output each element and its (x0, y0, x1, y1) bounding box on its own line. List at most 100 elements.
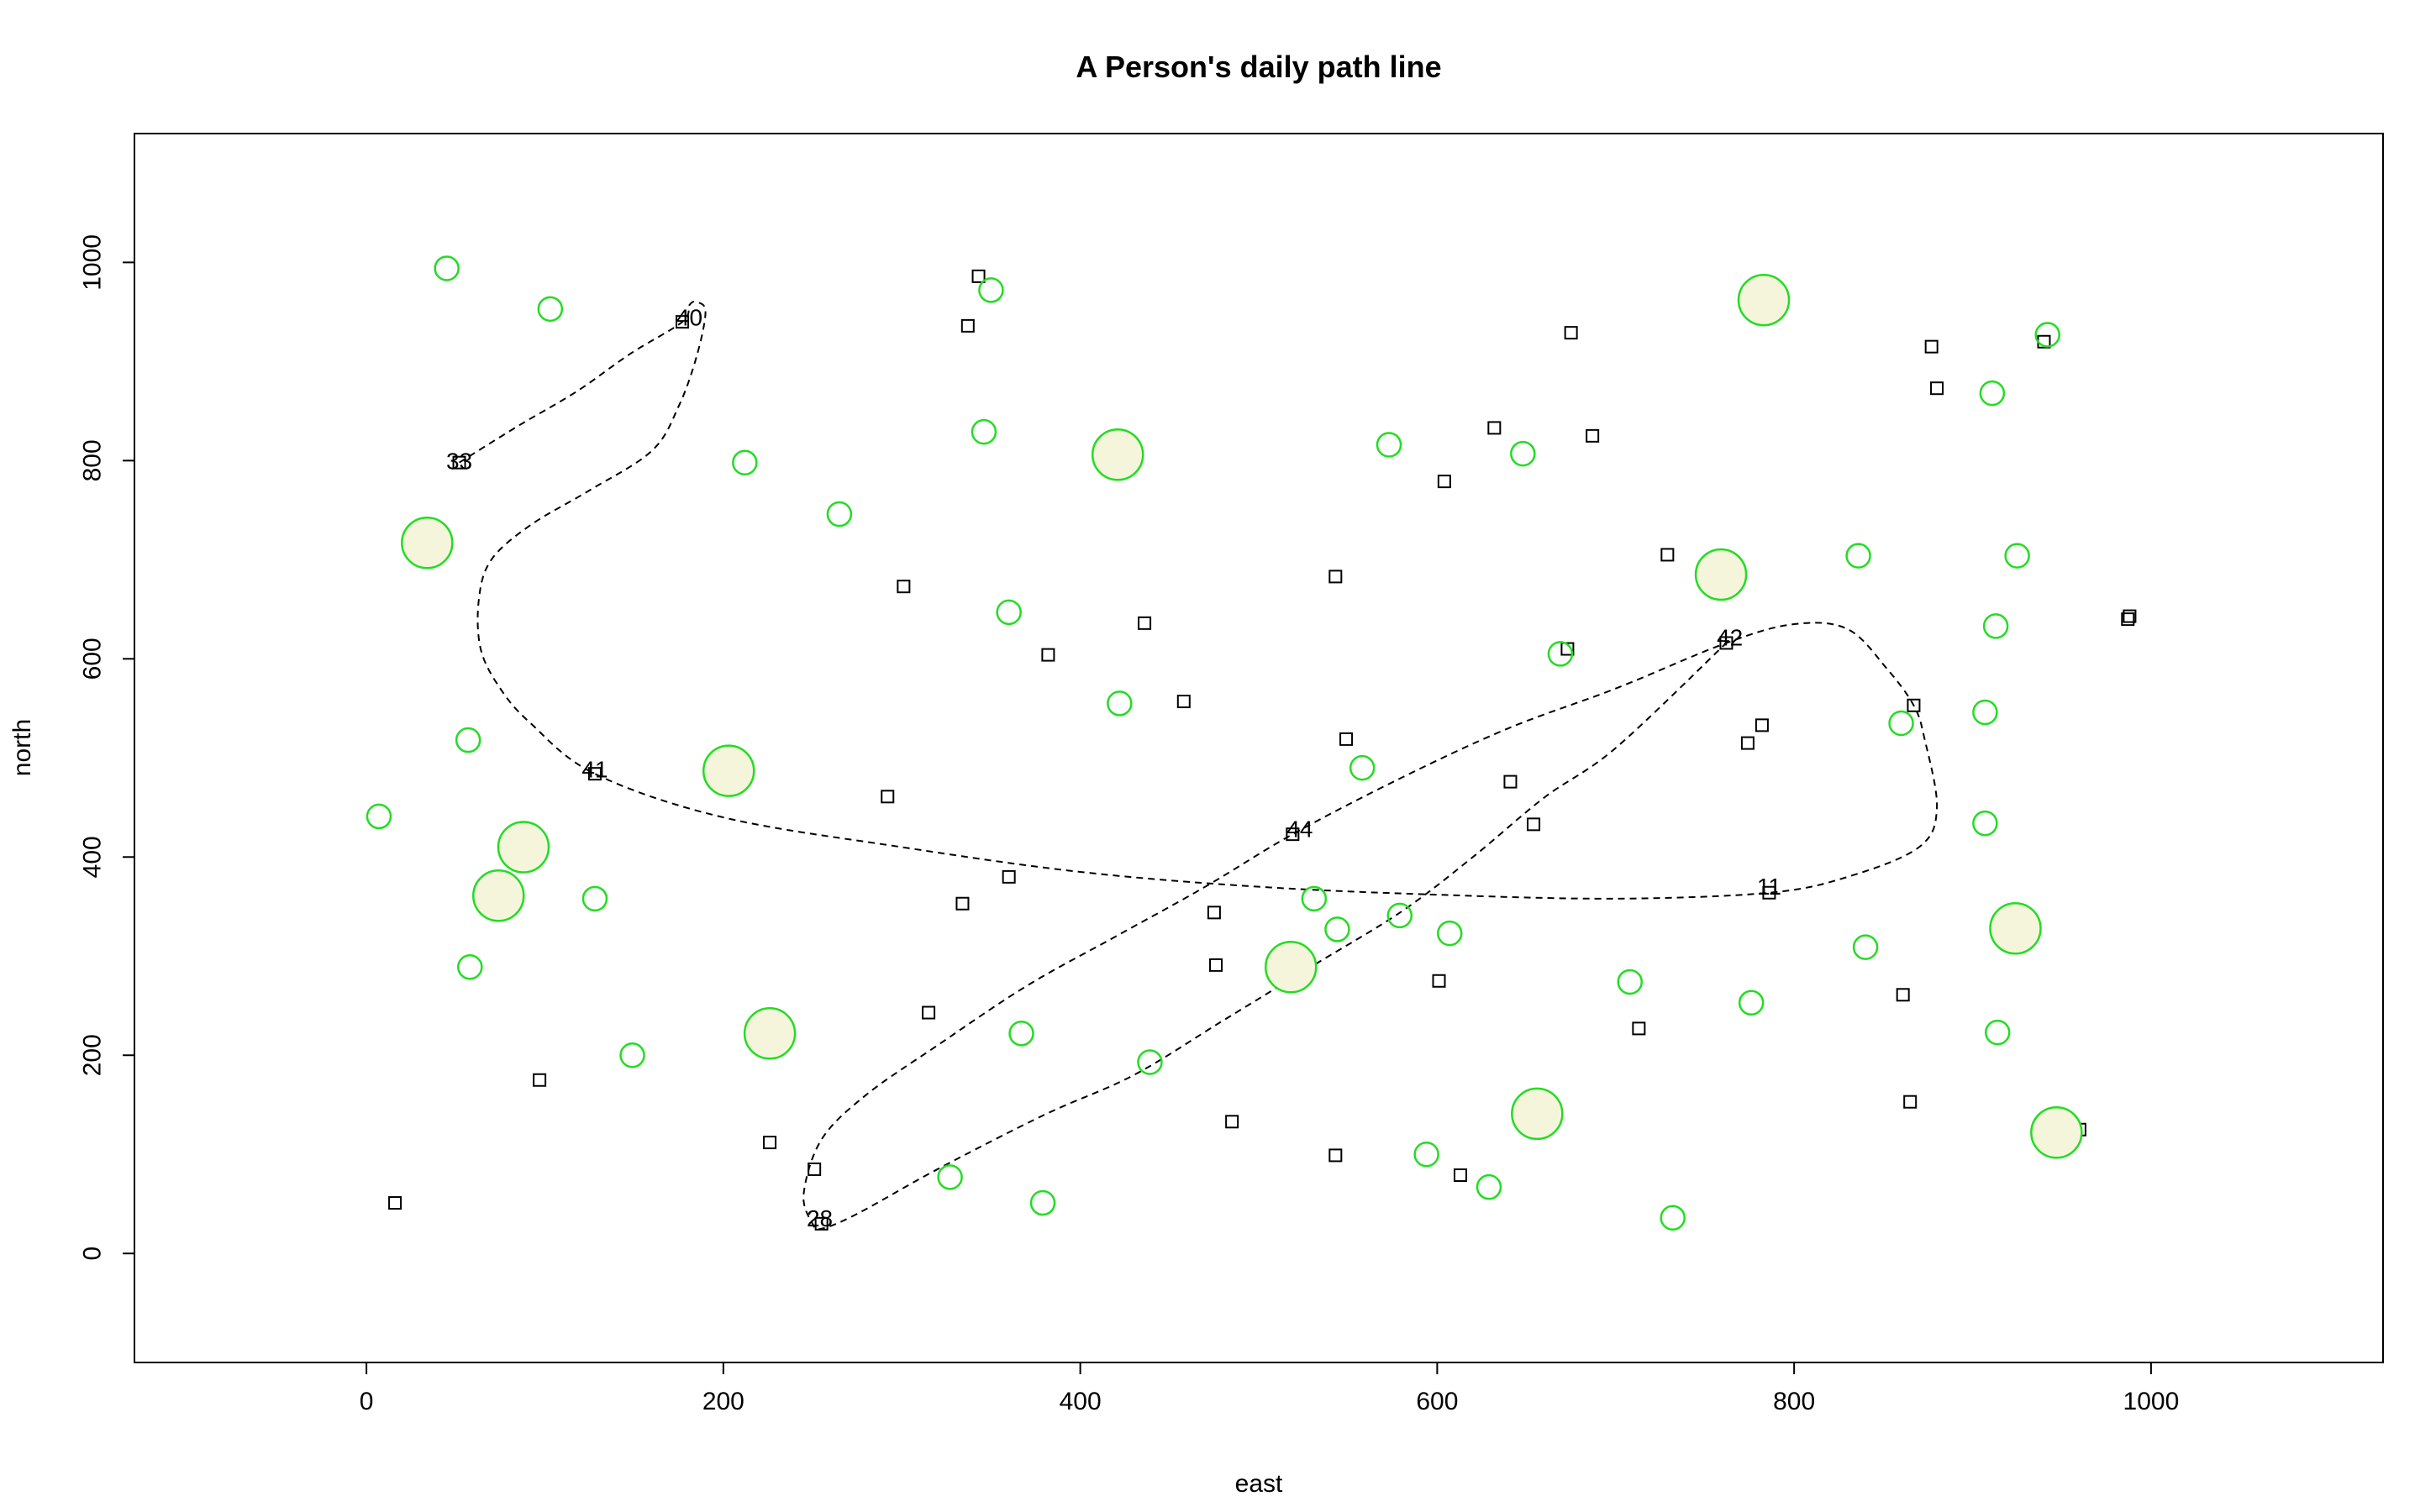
square-marker (1930, 381, 1944, 396)
large-circle-marker (1264, 940, 1318, 994)
square-marker (587, 767, 602, 781)
circle-marker (457, 953, 483, 980)
square-marker (1002, 869, 1016, 884)
square-marker (1924, 339, 1939, 354)
circle-marker (1349, 754, 1376, 781)
square-marker (1453, 1168, 1467, 1183)
large-circle-marker (1989, 901, 2042, 955)
square-marker (533, 1073, 547, 1087)
square-marker (1328, 570, 1343, 584)
large-circle-marker (702, 744, 755, 797)
square-marker (1207, 906, 1221, 920)
circle-marker (1888, 710, 1914, 737)
circle-marker (434, 255, 460, 281)
circle-marker (1510, 440, 1536, 467)
square-marker (763, 1136, 777, 1150)
circle-marker (1660, 1205, 1686, 1231)
circle-marker (1008, 1021, 1034, 1047)
x-tick-label: 600 (1416, 1388, 1458, 1415)
square-marker (922, 1005, 936, 1020)
circle-marker (1476, 1173, 1502, 1200)
circle-marker (1547, 641, 1574, 667)
path-point-label: 44 (1286, 816, 1313, 842)
path-point-label: 41 (581, 757, 608, 783)
square-marker (1339, 732, 1354, 746)
path-point-label: 40 (676, 305, 702, 331)
circle-marker (978, 277, 1004, 303)
circle-marker (826, 501, 853, 528)
circle-marker (1738, 990, 1765, 1016)
square-marker (1564, 326, 1578, 340)
square-marker (1586, 428, 1600, 443)
square-marker (388, 1196, 402, 1210)
y-tick-label: 800 (79, 439, 107, 481)
circle-marker (2004, 543, 2030, 569)
square-marker (2121, 612, 2135, 627)
large-circle-marker (743, 1007, 797, 1060)
x-tick-label: 1000 (2123, 1388, 2180, 1415)
circle-marker (1972, 699, 1998, 726)
y-tick-label: 200 (79, 1034, 107, 1076)
circle-marker (1436, 920, 1463, 947)
circle-marker (971, 418, 997, 445)
large-circle-marker (497, 821, 550, 874)
square-marker (1719, 636, 1733, 650)
square-marker (1487, 421, 1502, 435)
square-marker (676, 315, 690, 329)
square-marker (2123, 609, 2137, 623)
large-circle-marker (1511, 1087, 1564, 1141)
square-marker (1660, 548, 1675, 562)
path-point-label: 28 (807, 1205, 833, 1231)
square-marker (1437, 475, 1451, 489)
square-marker (1209, 958, 1223, 972)
circle-marker (1107, 690, 1133, 717)
x-axis-label: east (1235, 1470, 1283, 1498)
circle-marker (937, 1164, 963, 1190)
circle-marker (2034, 322, 2060, 348)
square-marker (808, 1162, 822, 1176)
square-marker (1328, 1148, 1343, 1163)
circle-marker (581, 885, 608, 912)
x-tick-label: 0 (360, 1388, 374, 1415)
large-circle-marker (1694, 548, 1748, 601)
square-marker (897, 580, 911, 594)
square-marker (971, 269, 986, 283)
square-marker (1560, 642, 1575, 656)
square-marker (1896, 988, 1910, 1002)
circle-marker (455, 727, 481, 753)
square-marker (1041, 648, 1055, 662)
large-circle-marker (472, 869, 525, 922)
large-circle-marker (2030, 1106, 2083, 1159)
circle-marker (1413, 1141, 1439, 1168)
circle-marker (1972, 810, 1998, 837)
square-marker (1432, 974, 1446, 988)
circle-marker (1845, 543, 1871, 569)
circle-marker (1376, 432, 1402, 458)
square-marker (1903, 1095, 1918, 1109)
large-circle-marker (1091, 428, 1144, 481)
square-marker (1138, 616, 1152, 630)
square-marker (1527, 817, 1541, 832)
circle-marker (1852, 934, 1879, 960)
square-marker (881, 790, 895, 804)
circle-marker (1617, 969, 1644, 995)
daily-path (459, 300, 1939, 1231)
y-axis: 0 200 400 600 800 1000 (79, 234, 135, 1261)
x-axis: 0 200 400 600 800 1000 (360, 1362, 2180, 1415)
circle-marker (996, 599, 1022, 626)
path-point-label: 42 (1717, 625, 1743, 651)
circle-marker (1386, 902, 1413, 929)
square-markers (388, 269, 2137, 1231)
square-marker (1740, 736, 1754, 750)
path-point-label: 33 (446, 449, 472, 475)
large-circle-marker (1737, 273, 1791, 327)
y-tick-label: 1000 (79, 234, 107, 291)
circle-marker (619, 1042, 645, 1068)
circle-marker (1982, 613, 2009, 639)
y-axis-label: north (8, 719, 36, 776)
square-marker (1286, 827, 1300, 842)
circle-marker (366, 803, 392, 830)
square-marker (1907, 698, 1921, 712)
y-tick-label: 0 (79, 1247, 107, 1261)
